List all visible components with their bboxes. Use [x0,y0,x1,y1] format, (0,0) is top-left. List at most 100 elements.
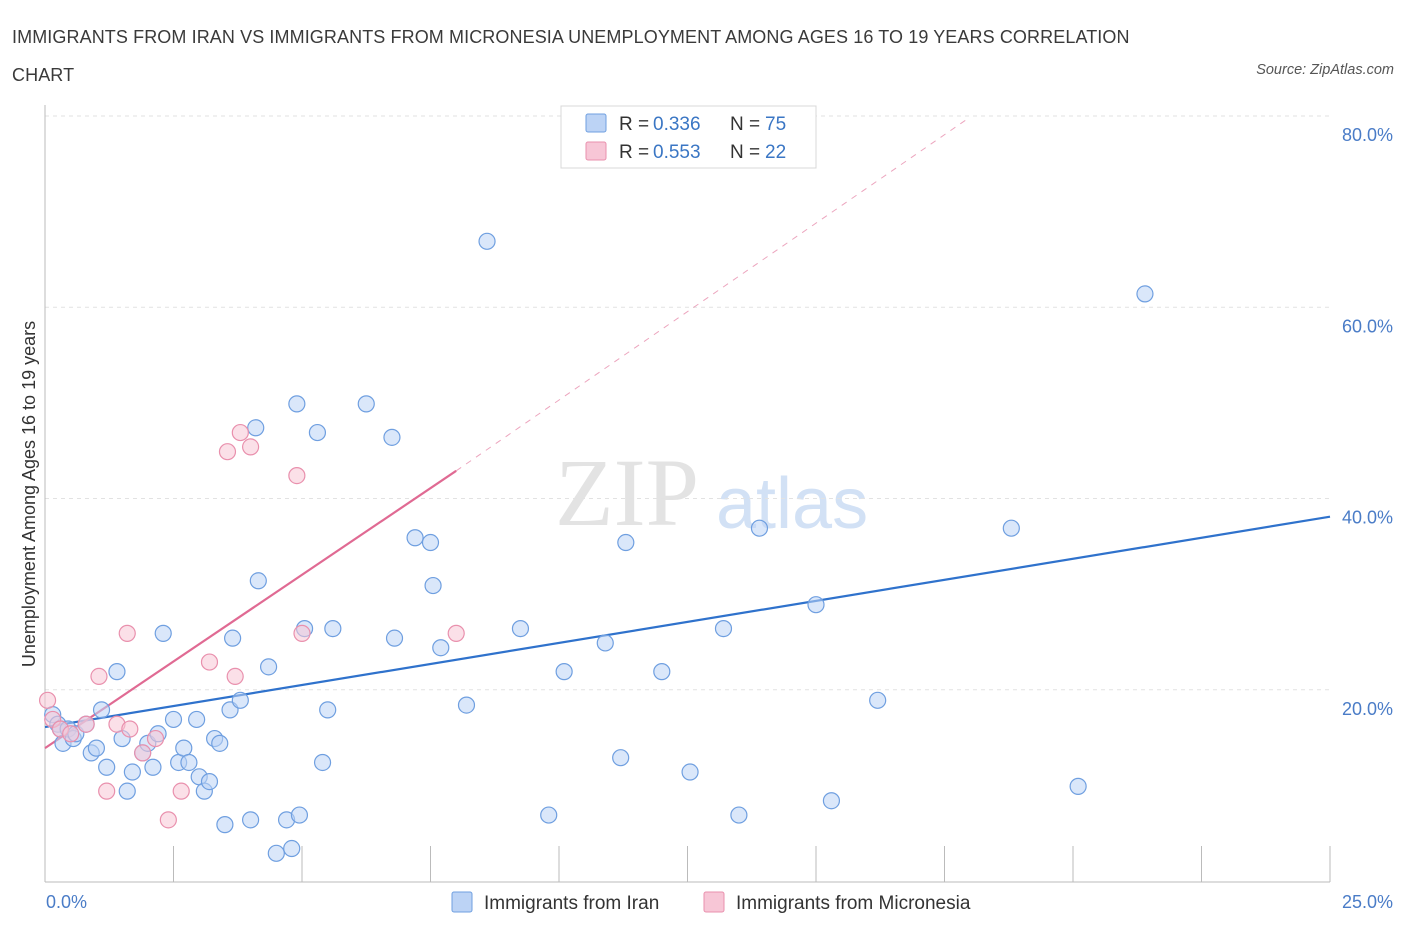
point-iran [511,619,530,638]
point-micronesia [288,466,306,485]
point-iran [807,596,825,614]
watermark-zip: ZIP [555,439,699,546]
point-iran [421,533,440,552]
x-tick-label-max: 25.0% [1342,892,1393,912]
point-iran [98,758,116,776]
point-iran [681,763,699,781]
point-micronesia [242,438,260,456]
legend: R = 0.336 N = 75 R = 0.553 N = 22 [560,105,817,169]
legend-r-value-iran: 0.336 [653,114,701,135]
point-iran [123,763,141,781]
point-micronesia [121,720,139,738]
point-iran [1069,777,1087,795]
legend-r-label-iran: R = [619,114,649,135]
point-iran [108,663,126,681]
point-iran [869,691,887,709]
page-title: IMMIGRANTS FROM IRAN VS IMMIGRANTS FROM … [12,27,1130,85]
point-iran [319,701,337,719]
y-tick-label-40: 40.0% [1342,508,1393,528]
bottom-legend-label-micronesia: Immigrants from Micronesia [736,893,971,914]
point-iran [730,806,748,824]
tick-labels: 20.0% 40.0% 60.0% 80.0% 0.0% 25.0% [46,125,1393,912]
point-iran [118,782,136,800]
point-iran [357,395,375,413]
point-iran [259,658,278,676]
bottom-legend-label-iran: Immigrants from Iran [484,893,659,914]
point-iran [290,806,309,824]
data-points [38,232,1154,862]
point-iran [714,619,733,638]
legend-r-label-micronesia: R = [619,142,649,163]
y-tick-label-60: 60.0% [1342,316,1393,336]
point-iran [188,710,206,729]
point-iran [313,753,332,772]
point-iran [92,701,111,719]
legend-n-label-micronesia: N = [730,142,760,163]
point-iran [216,816,234,834]
point-iran [224,629,242,647]
legend-n-value-micronesia: 22 [765,142,786,163]
point-iran [822,792,841,810]
point-micronesia [98,782,116,800]
point-iran [540,806,558,824]
point-micronesia [172,782,190,800]
point-micronesia [90,667,108,686]
point-iran [555,663,573,681]
point-iran [242,811,260,829]
legend-swatch-micronesia [585,141,607,161]
point-iran [617,533,635,552]
point-micronesia [218,443,237,461]
point-micronesia [293,624,311,642]
point-iran [324,619,342,638]
axes [44,105,1331,883]
point-iran [249,572,267,590]
bottom-legend-swatch-micronesia [703,891,725,913]
point-micronesia [447,624,465,642]
legend-swatch-iran [585,113,607,133]
gridlines [45,115,1330,691]
point-iran [211,734,229,752]
point-iran [383,428,401,446]
y-tick-label-80: 80.0% [1342,125,1393,145]
point-iran [478,232,496,250]
point-iran [1002,519,1020,537]
legend-n-label-iran: N = [730,114,760,135]
point-iran [164,710,183,729]
trend-line-iran [44,515,1331,729]
point-iran [175,739,193,757]
point-iran [1136,285,1154,303]
watermark-atlas: atlas [716,464,868,544]
point-iran [432,639,450,657]
point-iran [154,624,172,642]
point-micronesia [38,691,57,709]
point-iran [247,419,265,437]
point-iran [596,634,614,652]
point-iran [612,749,630,767]
point-micronesia [200,653,219,671]
trend-line-micronesia-extension [455,116,971,472]
point-iran [267,844,285,862]
trend-line-micronesia [44,469,457,750]
point-iran [200,772,219,791]
bottom-legend-swatch-iran [451,891,473,913]
point-micronesia [118,624,136,642]
point-iran [385,629,404,647]
point-micronesia [134,744,152,762]
point-iran [231,691,249,709]
point-micronesia [231,423,249,442]
point-iran [144,758,162,776]
trend-lines [44,116,1331,750]
point-micronesia [77,715,95,733]
point-iran [750,519,769,537]
y-tick-label-20: 20.0% [1342,699,1393,719]
point-iran [180,753,198,772]
point-micronesia [226,667,244,686]
point-iran [457,696,476,714]
point-iran [406,529,424,547]
legend-r-value-micronesia: 0.553 [653,142,701,163]
legend-n-value-iran: 75 [765,114,786,135]
point-iran [288,395,306,413]
point-micronesia [146,729,165,748]
point-iran [653,663,671,681]
